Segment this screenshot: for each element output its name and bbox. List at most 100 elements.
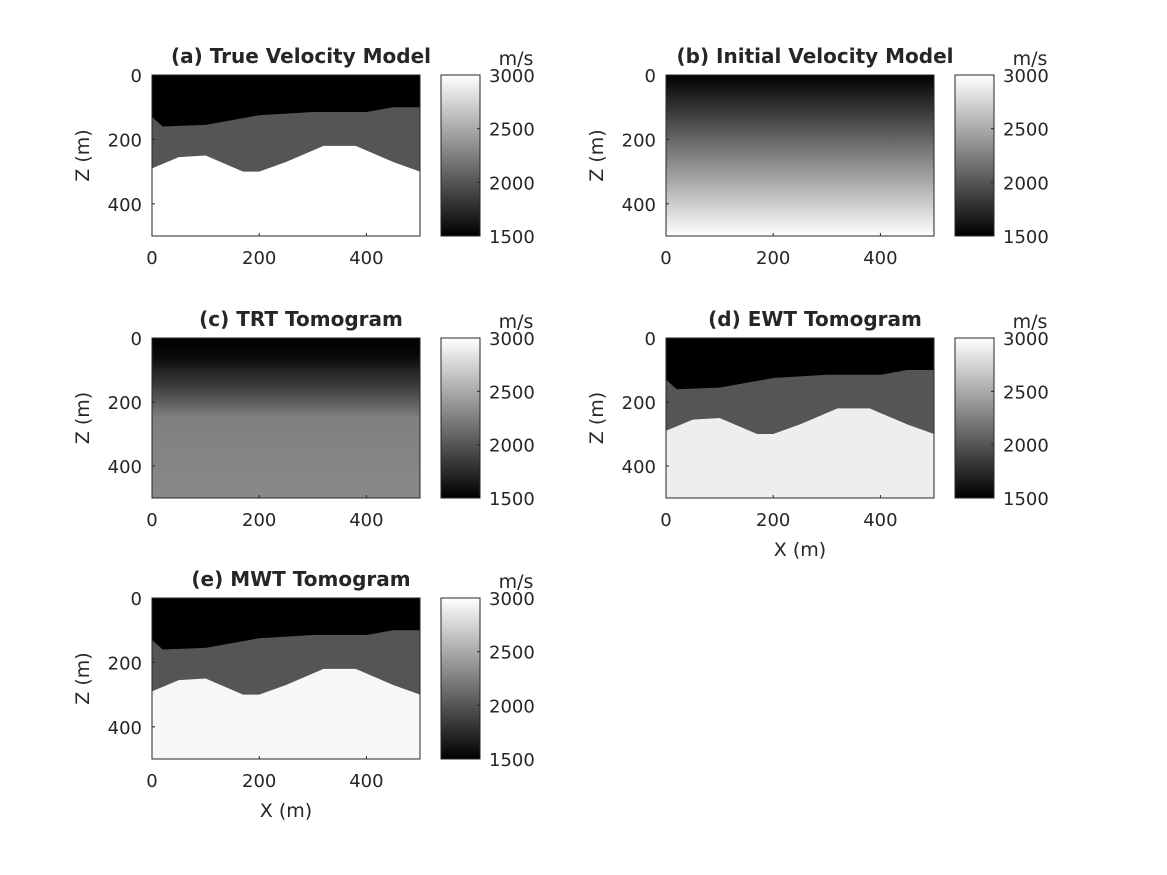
panel-title: (d) EWT Tomogram <box>708 307 922 331</box>
colorbar-frame <box>440 337 481 499</box>
x-tick-label: 0 <box>146 510 157 531</box>
colorbar-gradient <box>955 75 994 236</box>
x-tick-label: 400 <box>863 510 897 531</box>
y-tick-label: 0 <box>645 66 656 87</box>
y-axis-label: Z (m) <box>72 392 94 444</box>
x-axis-label: X (m) <box>260 800 312 822</box>
x-tick-label: 400 <box>349 248 383 269</box>
y-tick-label: 0 <box>131 589 142 610</box>
plot-frame <box>151 597 421 760</box>
y-tick-label: 0 <box>131 329 142 350</box>
colorbar-unit-label: m/s <box>1013 311 1048 333</box>
smooth-field <box>152 338 420 498</box>
velocity-image <box>666 338 934 498</box>
colorbar-unit-label: m/s <box>499 311 534 333</box>
x-tick-label: 200 <box>242 248 276 269</box>
x-tick-label: 200 <box>242 771 276 792</box>
colorbar-tick-label: 2500 <box>489 643 535 664</box>
x-tick-label: 0 <box>660 248 671 269</box>
velocity-image <box>152 338 420 498</box>
x-tick-label: 400 <box>349 510 383 531</box>
colorbar-frame <box>954 337 995 499</box>
panel-title: (b) Initial Velocity Model <box>676 44 953 68</box>
x-tick-label: 0 <box>146 248 157 269</box>
layer-2 <box>666 408 934 498</box>
y-axis-label: Z (m) <box>586 129 608 181</box>
colorbar-tick-label: 3000 <box>489 589 535 610</box>
x-tick-label: 0 <box>146 771 157 792</box>
colorbar-tick-label: 1500 <box>489 750 535 771</box>
panel-title: (c) TRT Tomogram <box>199 307 403 331</box>
colorbar-tick-label: 2500 <box>1003 382 1049 403</box>
x-axis-label: X (m) <box>774 539 826 561</box>
x-tick-label: 400 <box>863 248 897 269</box>
panel-b: 0 200 400 0 200 400 (b) Initial Velocity Model… <box>586 44 1049 269</box>
x-tick-label: 0 <box>660 510 671 531</box>
panel-e: 0 200 400 0 200 400 (e) MWT Tomogram Z (m) X (m)… <box>72 567 535 822</box>
plot-frame <box>665 337 935 499</box>
colorbar-tick-label: 1500 <box>1003 227 1049 248</box>
colorbar-tick-label: 2000 <box>489 696 535 717</box>
colorbar-tick-label: 3000 <box>1003 329 1049 350</box>
panel-a: 0 200 400 0 200 400 (a) True Velocity Model Z (… <box>72 44 535 269</box>
y-axis-label: Z (m) <box>586 392 608 444</box>
plot-frame <box>665 74 935 237</box>
colorbar-gradient <box>441 598 480 759</box>
colorbar-tick-label: 3000 <box>489 66 535 87</box>
plot-frame <box>151 74 421 237</box>
panel-d: 0 200 400 0 200 400 (d) EWT Tomogram Z (m) X (m)… <box>586 307 1049 561</box>
y-tick-label: 0 <box>645 329 656 350</box>
colorbar-unit-label: m/s <box>499 571 534 593</box>
y-tick-label: 400 <box>622 457 656 478</box>
layer-2 <box>152 668 420 759</box>
x-tick-label: 200 <box>242 510 276 531</box>
y-tick-label: 200 <box>108 130 142 151</box>
colorbar-unit-label: m/s <box>1013 48 1048 70</box>
y-tick-label: 0 <box>131 66 142 87</box>
colorbar-frame <box>440 597 481 760</box>
colorbar-gradient <box>441 75 480 236</box>
colorbar-tick-label: 2000 <box>489 173 535 194</box>
colorbar-gradient <box>441 338 480 498</box>
colorbar-gradient <box>955 338 994 498</box>
y-tick-label: 400 <box>108 718 142 739</box>
x-tick-label: 400 <box>349 771 383 792</box>
colorbar-tick-label: 2500 <box>1003 120 1049 141</box>
velocity-image <box>152 75 420 236</box>
y-tick-label: 200 <box>108 653 142 674</box>
colorbar-frame <box>954 74 995 237</box>
x-tick-label: 200 <box>756 248 790 269</box>
y-tick-label: 400 <box>108 457 142 478</box>
colorbar-tick-label: 1500 <box>489 489 535 510</box>
colorbar-tick-label: 2500 <box>489 382 535 403</box>
y-axis-label: Z (m) <box>72 129 94 181</box>
y-tick-label: 200 <box>108 393 142 414</box>
plot-frame <box>151 337 421 499</box>
y-axis-label: Z (m) <box>72 652 94 704</box>
velocity-image <box>152 598 420 759</box>
panel-title: (a) True Velocity Model <box>171 44 431 68</box>
y-tick-label: 200 <box>622 130 656 151</box>
colorbar-unit-label: m/s <box>499 48 534 70</box>
panel-title: (e) MWT Tomogram <box>191 567 410 591</box>
colorbar-tick-label: 2000 <box>1003 436 1049 457</box>
colorbar-tick-label: 3000 <box>1003 66 1049 87</box>
y-tick-label: 200 <box>622 393 656 414</box>
panel-c: 0 200 400 0 200 400 (c) TRT Tomogram Z (m) 1500 2… <box>72 307 535 531</box>
colorbar-tick-label: 2000 <box>489 436 535 457</box>
colorbar-tick-label: 3000 <box>489 329 535 350</box>
colorbar-tick-label: 2500 <box>489 120 535 141</box>
y-tick-label: 400 <box>622 195 656 216</box>
colorbar-tick-label: 2000 <box>1003 173 1049 194</box>
colorbar-tick-label: 1500 <box>489 227 535 248</box>
colorbar-frame <box>440 74 481 237</box>
x-tick-label: 200 <box>756 510 790 531</box>
gradient-field <box>666 75 934 236</box>
colorbar-tick-label: 1500 <box>1003 489 1049 510</box>
y-tick-label: 400 <box>108 195 142 216</box>
